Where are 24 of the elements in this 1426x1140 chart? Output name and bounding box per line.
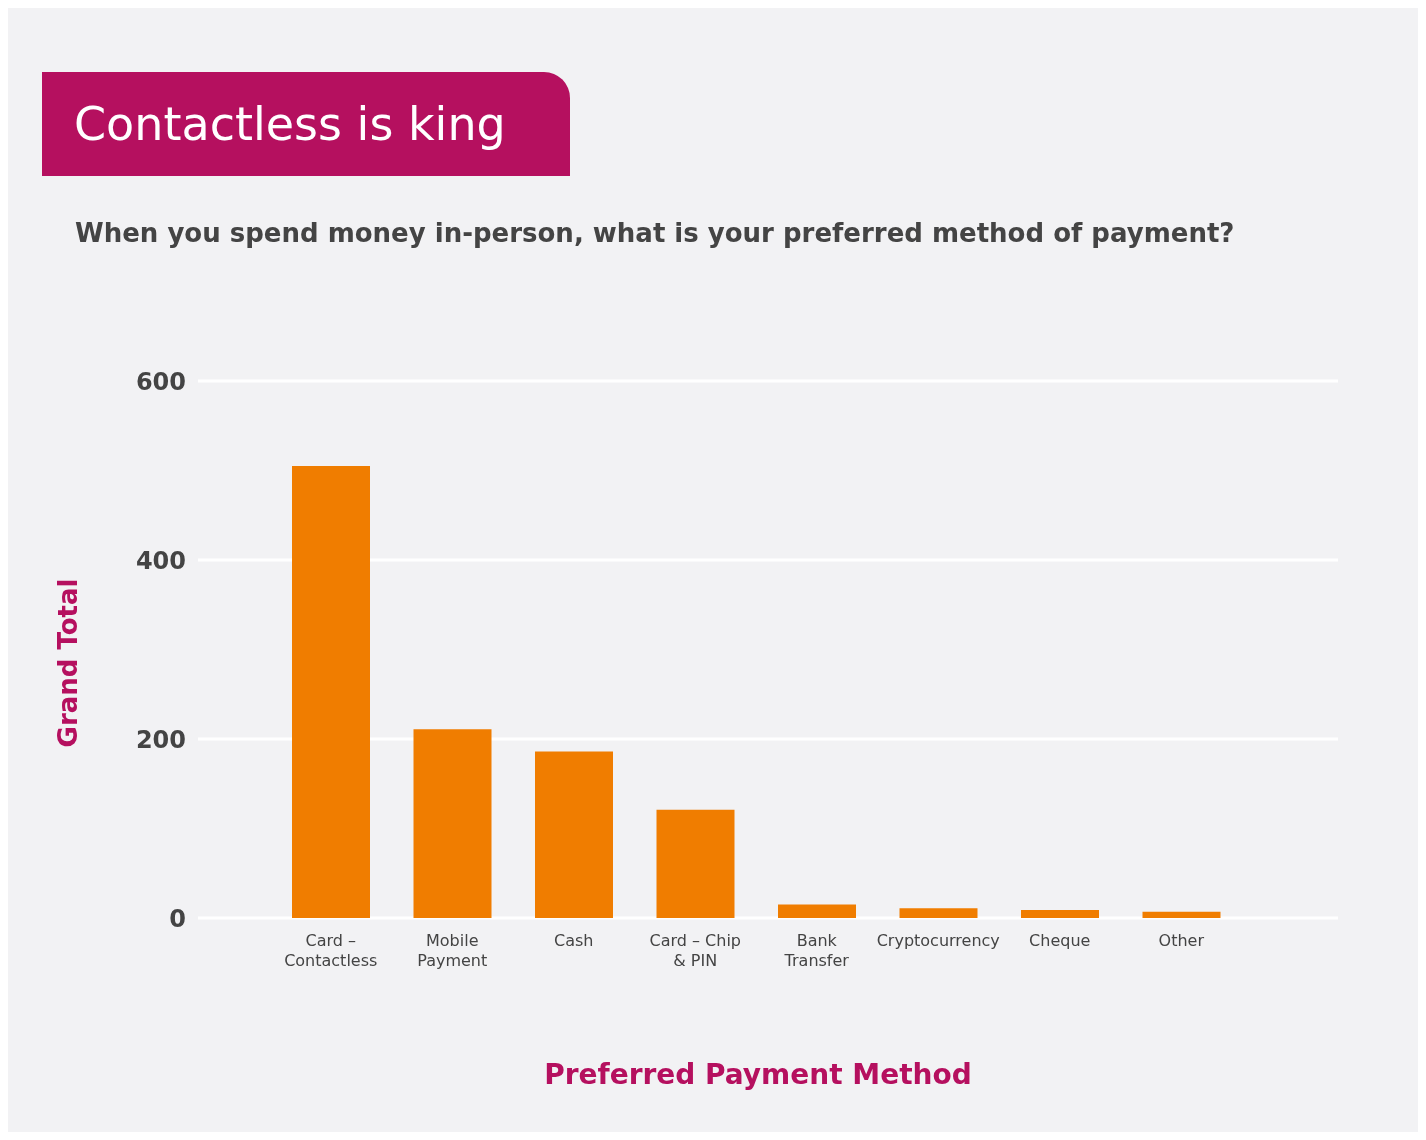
x-tick-label: Card – Chip & PIN	[649, 931, 742, 970]
bar	[292, 466, 370, 918]
y-tick-label: 0	[169, 904, 186, 933]
bar	[1021, 909, 1099, 918]
y-tick-label: 600	[135, 367, 186, 396]
bar	[535, 751, 613, 918]
y-tick-label: 400	[135, 546, 186, 575]
x-tick-label: Mobile Payment	[417, 931, 488, 970]
x-tick-label: Bank Transfer	[783, 931, 850, 970]
x-tick-label: Cash	[554, 931, 594, 950]
y-tick-label: 200	[135, 725, 186, 754]
chart-subtitle: When you spend money in-person, what is your preferred method of payment?	[75, 218, 1235, 248]
x-tick-label: Cheque	[1029, 931, 1091, 950]
chart-title: Contactless is king	[42, 72, 570, 176]
x-tick-label: Cryptocurrency	[876, 931, 1000, 950]
x-tick-label: Other	[1158, 931, 1205, 950]
bar	[899, 908, 978, 918]
bar	[778, 904, 856, 918]
bar	[1142, 911, 1221, 918]
x-tick-label: Card – Contactless	[284, 931, 378, 970]
bar	[656, 809, 735, 918]
x-axis-title: Preferred Payment Method	[543, 1058, 973, 1091]
y-axis-title: Grand Total	[53, 578, 84, 748]
bar	[413, 729, 492, 918]
